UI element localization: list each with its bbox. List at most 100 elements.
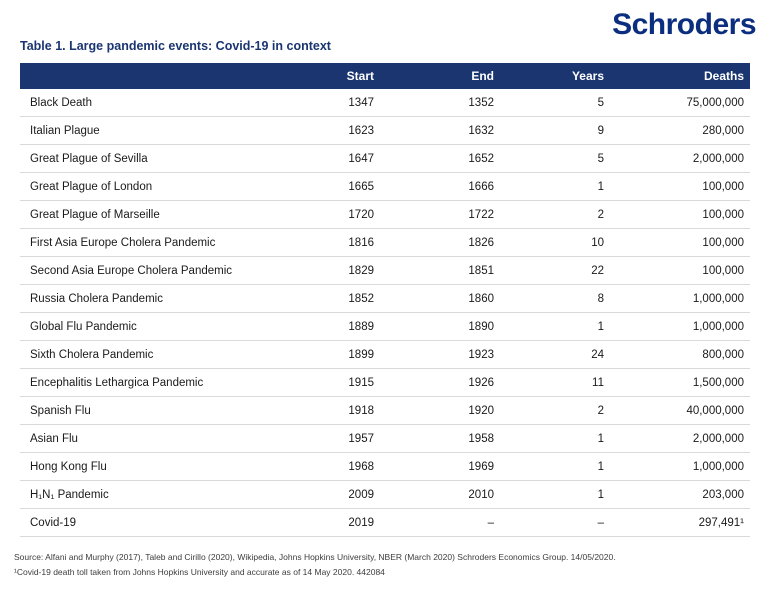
cell-start: 1852 <box>260 284 380 313</box>
cell-start: 1918 <box>260 396 380 425</box>
cell-name: Italian Plague <box>20 116 260 145</box>
cell-years: 1 <box>500 424 610 453</box>
cell-start: 2019 <box>260 508 380 537</box>
cell-end: 1860 <box>380 284 500 313</box>
cell-name: First Asia Europe Cholera Pandemic <box>20 228 260 257</box>
cell-end: 2010 <box>380 480 500 509</box>
cell-end: 1722 <box>380 200 500 229</box>
cell-years: 8 <box>500 284 610 313</box>
cell-years: 2 <box>500 200 610 229</box>
cell-years: 5 <box>500 89 610 117</box>
cell-name: Global Flu Pandemic <box>20 312 260 341</box>
cell-name: Black Death <box>20 89 260 117</box>
cell-deaths: 75,000,000 <box>610 89 750 117</box>
table-row: Global Flu Pandemic 1889 1890 1 1,000,000 <box>20 312 750 341</box>
pandemic-table-container: Start End Years Deaths Black Death 1347 1352 5… <box>20 63 750 537</box>
cell-start: 1957 <box>260 424 380 453</box>
cell-start: 1829 <box>260 256 380 285</box>
cell-end: – <box>380 508 500 537</box>
cell-deaths: 1,000,000 <box>610 312 750 341</box>
cell-years: 11 <box>500 368 610 397</box>
cell-deaths: 100,000 <box>610 256 750 285</box>
cell-deaths: 100,000 <box>610 200 750 229</box>
cell-name: Asian Flu <box>20 424 260 453</box>
cell-years: 10 <box>500 228 610 257</box>
cell-end: 1352 <box>380 89 500 117</box>
cell-name: Sixth Cholera Pandemic <box>20 340 260 369</box>
source-text: Source: Alfani and Murphy (2017), Taleb … <box>14 552 616 562</box>
table-body: Black Death 1347 1352 5 75,000,000 Italian Pl… <box>20 89 750 537</box>
header-row: Start End Years Deaths <box>20 63 750 89</box>
cell-end: 1652 <box>380 144 500 173</box>
cell-years: 9 <box>500 116 610 145</box>
cell-name: Great Plague of Sevilla <box>20 144 260 173</box>
table-row: H₁N₁ Pandemic 2009 2010 1 203,000 <box>20 480 750 509</box>
cell-deaths: 2,000,000 <box>610 424 750 453</box>
cell-start: 1665 <box>260 172 380 201</box>
cell-start: 1720 <box>260 200 380 229</box>
cell-end: 1851 <box>380 256 500 285</box>
table-row: Great Plague of Sevilla 1647 1652 5 2,000,00… <box>20 144 750 173</box>
column-header-years: Years <box>500 63 610 89</box>
cell-start: 1889 <box>260 312 380 341</box>
cell-deaths: 100,000 <box>610 228 750 257</box>
cell-end: 1890 <box>380 312 500 341</box>
table-row: Russia Cholera Pandemic 1852 1860 8 1,000,00… <box>20 284 750 313</box>
cell-years: 1 <box>500 452 610 481</box>
table-title: Table 1. Large pandemic events: Covid-19… <box>20 39 331 53</box>
column-header-start: Start <box>260 63 380 89</box>
cell-deaths: 203,000 <box>610 480 750 509</box>
table-row: Covid-19 2019– –297,491¹ <box>20 508 750 537</box>
cell-deaths: 100,000 <box>610 172 750 201</box>
cell-end: 1826 <box>380 228 500 257</box>
cell-end: 1632 <box>380 116 500 145</box>
table-row: Spanish Flu 1918 1920 2 40,000,000 <box>20 396 750 425</box>
cell-name: Great Plague of London <box>20 172 260 201</box>
cell-deaths: 40,000,000 <box>610 396 750 425</box>
cell-years: 1 <box>500 172 610 201</box>
cell-name: Spanish Flu <box>20 396 260 425</box>
footer: Source: Alfani and Murphy (2017), Taleb … <box>14 550 762 580</box>
cell-end: 1926 <box>380 368 500 397</box>
cell-deaths: 1,000,000 <box>610 284 750 313</box>
cell-deaths: 1,500,000 <box>610 368 750 397</box>
cell-deaths: 297,491¹ <box>610 508 750 537</box>
table-row: Great Plague of Marseille 1720 1722 2 100,00… <box>20 200 750 229</box>
cell-end: 1958 <box>380 424 500 453</box>
cell-deaths: 1,000,000 <box>610 452 750 481</box>
cell-end: 1920 <box>380 396 500 425</box>
cell-name: Russia Cholera Pandemic <box>20 284 260 313</box>
schroders-logo: Schroders <box>612 8 756 41</box>
cell-start: 1899 <box>260 340 380 369</box>
table-row: Hong Kong Flu 1968 1969 1 1,000,000 <box>20 452 750 481</box>
table-row: Great Plague of London 1665 1666 1 100,000 <box>20 172 750 201</box>
cell-start: 1623 <box>260 116 380 145</box>
cell-end: 1969 <box>380 452 500 481</box>
cell-end: 1666 <box>380 172 500 201</box>
cell-deaths: 2,000,000 <box>610 144 750 173</box>
cell-years: 5 <box>500 144 610 173</box>
cell-name: Great Plague of Marseille <box>20 200 260 229</box>
cell-name: Encephalitis Lethargica Pandemic <box>20 368 260 397</box>
table-row: Asian Flu 1957 1958 1 2,000,000 <box>20 424 750 453</box>
cell-years: – <box>500 508 610 537</box>
cell-start: 1647 <box>260 144 380 173</box>
table-row: Italian Plague 1623 1632 9 280,000 <box>20 116 750 145</box>
table-row: Black Death 1347 1352 5 75,000,000 <box>20 89 750 117</box>
cell-name: Hong Kong Flu <box>20 452 260 481</box>
cell-years: 1 <box>500 480 610 509</box>
cell-deaths: 800,000 <box>610 340 750 369</box>
cell-start: 2009 <box>260 480 380 509</box>
table-row: Sixth Cholera Pandemic 1899 1923 24 800,000 <box>20 340 750 369</box>
cell-years: 1 <box>500 312 610 341</box>
table-row: Second Asia Europe Cholera Pandemic 1829 1… <box>20 256 750 285</box>
column-header-deaths: Deaths <box>610 63 750 89</box>
cell-years: 2 <box>500 396 610 425</box>
column-header-name <box>20 63 260 89</box>
table-row: First Asia Europe Cholera Pandemic 1816 18… <box>20 228 750 257</box>
cell-start: 1347 <box>260 89 380 117</box>
cell-start: 1968 <box>260 452 380 481</box>
cell-name: Covid-19 <box>20 508 260 537</box>
cell-name: Second Asia Europe Cholera Pandemic <box>20 256 260 285</box>
